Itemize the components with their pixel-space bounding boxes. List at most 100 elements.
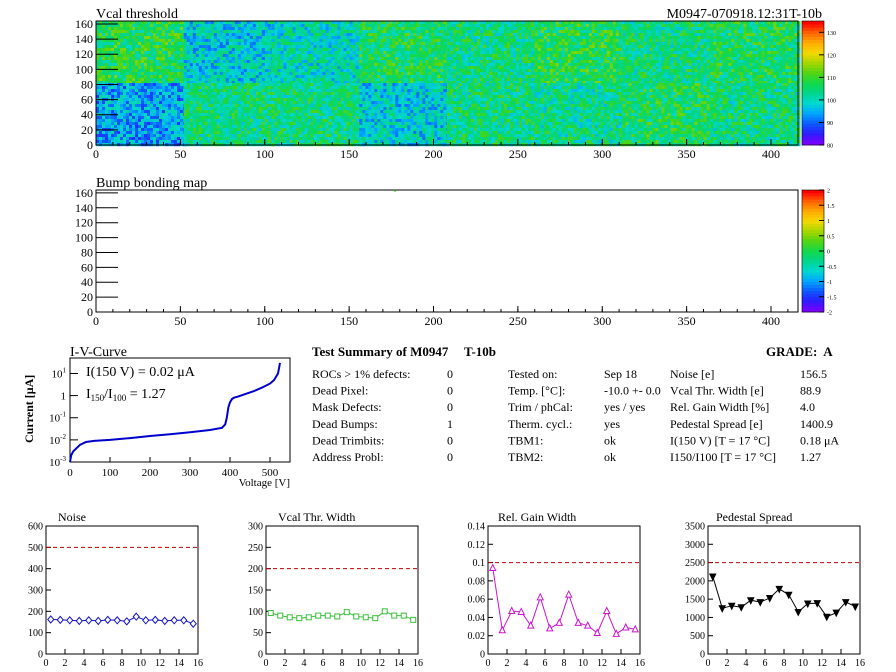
map1-pixel [510, 45, 514, 49]
map1-pixel [719, 24, 723, 28]
map1-pixel [752, 30, 756, 34]
map1-pixel [655, 33, 659, 37]
map1-pixel [274, 42, 278, 46]
map1-pixel [219, 60, 223, 64]
map1-pixel [359, 48, 363, 52]
map1-pixel [540, 75, 544, 79]
map1-pixel [304, 51, 308, 55]
map1-pixel [283, 69, 287, 73]
map1-pixel [240, 81, 244, 85]
map1-pixel [564, 63, 568, 67]
map1-pixel [779, 66, 783, 70]
map1-pixel [114, 69, 118, 73]
map1-pixel [159, 42, 163, 46]
map1-pixel [340, 69, 344, 73]
map1-pixel [615, 48, 619, 52]
map1-pixel [129, 81, 133, 85]
map1-pixel [679, 45, 683, 49]
map1-pixel [537, 42, 541, 46]
map1-pixel [144, 45, 148, 49]
map1-pixel [192, 54, 196, 58]
map1-pixel [612, 75, 616, 79]
map1-pixel [567, 39, 571, 43]
map1-pixel [410, 63, 414, 67]
map1-pixel [791, 63, 795, 67]
map1-pixel [688, 81, 692, 85]
map1-pixel [304, 36, 308, 40]
map1-pixel [183, 42, 187, 46]
map1-pixel [628, 24, 632, 28]
map1-pixel [631, 75, 635, 79]
map1-pixel [162, 21, 166, 25]
map1-pixel [165, 54, 169, 58]
map1-pixel [719, 39, 723, 43]
map1-pixel [219, 66, 223, 70]
map1-pixel [573, 63, 577, 67]
map1-pixel [782, 30, 786, 34]
map1-pixel [679, 81, 683, 85]
map1-pixel [594, 24, 598, 28]
map1-pixel [313, 33, 317, 37]
map1-pixel [222, 27, 226, 31]
map1-pixel [519, 36, 523, 40]
map1-pixel [267, 75, 271, 79]
map1-pixel [691, 27, 695, 31]
map1-pixel [691, 51, 695, 55]
map1-pixel [141, 36, 145, 40]
map1-pixel [513, 63, 517, 67]
map1-pixel [301, 27, 305, 31]
map1-pixel [343, 66, 347, 70]
map1-pixel [362, 30, 366, 34]
map1-pixel [637, 57, 641, 61]
map1-pixel [355, 66, 359, 70]
map1-pixel [507, 72, 511, 76]
map1-pixel [710, 51, 714, 55]
map1-pixel [359, 27, 363, 31]
map1-pixel [588, 66, 592, 70]
map1-pixel [594, 72, 598, 76]
map1-pixel [522, 57, 526, 61]
map1-pixel [404, 36, 408, 40]
map1-pixel [252, 66, 256, 70]
map1-pixel [201, 21, 205, 25]
map1-pixel [135, 60, 139, 64]
map1-pixel [788, 57, 792, 61]
map1-pixel [722, 72, 726, 76]
map1-pixel [280, 48, 284, 52]
map1-pixel [177, 48, 181, 52]
map1-pixel [362, 63, 366, 67]
map1-pixel [383, 42, 387, 46]
map1-pixel [261, 63, 265, 67]
map1-pixel [228, 63, 232, 67]
map1-pixel [691, 69, 695, 73]
map1-pixel [295, 48, 299, 52]
map1-pixel [359, 36, 363, 40]
map1-pixel [618, 39, 622, 43]
map1-pixel [280, 24, 284, 28]
map1-pixel [755, 39, 759, 43]
map1-pixel [132, 57, 136, 61]
map1-pixel [606, 30, 610, 34]
map1-pixel [434, 75, 438, 79]
map1-pixel [346, 33, 350, 37]
map1-pixel [283, 36, 287, 40]
map1-pixel [210, 63, 214, 67]
map1-pixel [615, 57, 619, 61]
map1-pixel [691, 48, 695, 52]
map1-pixel [522, 51, 526, 55]
map1-pixel [374, 42, 378, 46]
map1-pixel [428, 48, 432, 52]
map1-pixel [507, 42, 511, 46]
map1-pixel [737, 63, 741, 67]
map1-pixel [219, 27, 223, 31]
map1-pixel [582, 57, 586, 61]
map1-pixel [413, 57, 417, 61]
map1-pixel [661, 48, 665, 52]
map1-pixel [334, 21, 338, 25]
map1-pixel [261, 24, 265, 28]
map1-pixel [252, 42, 256, 46]
map1-pixel [349, 75, 353, 79]
map1-pixel [186, 63, 190, 67]
map1-pixel [252, 75, 256, 79]
map1-pixel [443, 27, 447, 31]
